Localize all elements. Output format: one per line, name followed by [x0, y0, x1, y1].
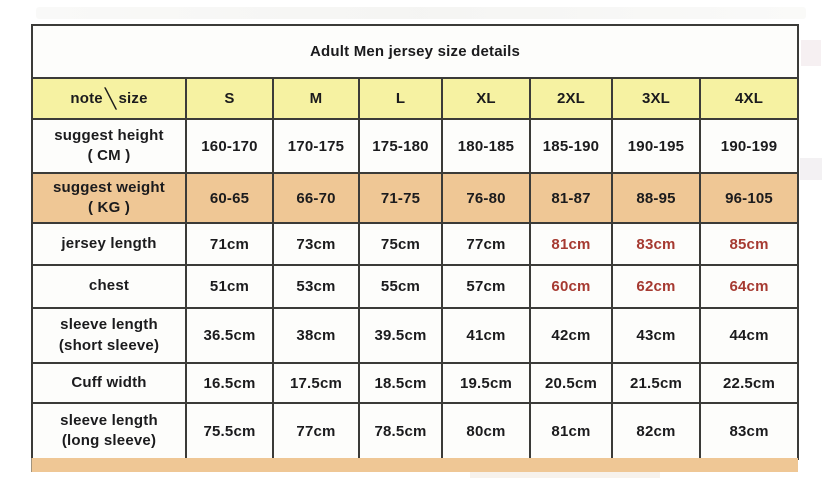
row-label: Cuff width	[31, 362, 187, 404]
row-label: suggest weight ( KG )	[31, 172, 187, 224]
value-cell: 81cm	[529, 402, 613, 460]
value-cell: 44cm	[698, 307, 800, 364]
value-cell: 21.5cm	[611, 362, 701, 404]
value-cell: 175-180	[358, 118, 443, 174]
value-cell: 19.5cm	[441, 362, 531, 404]
value-cell: 80cm	[441, 402, 531, 460]
value-cell: 82cm	[611, 402, 701, 460]
value-cell: 81-87	[529, 172, 613, 224]
value-cell: 77cm	[441, 222, 531, 266]
size-header-row: note ╲ size S M L XL 2XL 3XL 4XL	[31, 77, 800, 120]
value-cell: 66-70	[272, 172, 360, 224]
diagonal-divider: ╲	[104, 89, 117, 110]
row-label: sleeve length (short sleeve)	[31, 307, 187, 364]
table-row: Cuff width 16.5cm 17.5cm 18.5cm 19.5cm 20.5cm…	[31, 362, 800, 404]
value-cell: 43cm	[611, 307, 701, 364]
value-cell: 39.5cm	[358, 307, 443, 364]
row-label-line: sleeve length	[60, 316, 158, 334]
right-compression-artifact	[801, 40, 821, 66]
value-cell: 83cm	[611, 222, 701, 266]
value-cell: 78.5cm	[358, 402, 443, 460]
value-cell: 75.5cm	[185, 402, 274, 460]
value-cell: 16.5cm	[185, 362, 274, 404]
top-compression-artifact	[36, 7, 806, 19]
value-cell: 81cm	[529, 222, 613, 266]
value-cell: 60cm	[529, 264, 613, 309]
row-label: chest	[31, 264, 187, 309]
column-header-l: L	[358, 77, 443, 120]
table-row: jersey length 71cm 73cm 75cm 77cm 81cm 83cm 85c…	[31, 222, 800, 266]
row-label-line: Cuff width	[71, 373, 147, 391]
value-cell: 76-80	[441, 172, 531, 224]
row-label-line: jersey length	[61, 234, 157, 252]
column-header-s: S	[185, 77, 274, 120]
title-row: Adult Men jersey size details	[30, 24, 800, 79]
value-cell: 180-185	[441, 118, 531, 174]
corner-size-label: size	[118, 90, 148, 107]
row-label: sleeve length (long sleeve)	[31, 402, 187, 460]
value-cell: 38cm	[272, 307, 360, 364]
value-cell: 190-195	[611, 118, 701, 174]
value-cell: 42cm	[529, 307, 613, 364]
row-label-line: suggest weight	[53, 178, 165, 196]
value-cell: 75cm	[358, 222, 443, 266]
value-cell: 18.5cm	[358, 362, 443, 404]
row-label-line: (long sleeve)	[61, 432, 157, 449]
row-label: jersey length	[31, 222, 187, 266]
table-row: suggest height ( CM ) 160-170 170-175 175-18…	[31, 118, 800, 174]
cropped-next-row-strip	[31, 458, 798, 472]
value-cell: 22.5cm	[698, 362, 800, 404]
row-label: suggest height ( CM )	[31, 118, 187, 174]
value-cell: 57cm	[441, 264, 531, 309]
value-cell: 41cm	[441, 307, 531, 364]
row-label-line: (short sleeve)	[58, 336, 160, 354]
size-chart-table: Adult Men jersey size details note ╲ siz…	[30, 24, 800, 460]
column-header-xl: XL	[441, 77, 531, 120]
column-header-m: M	[272, 77, 360, 120]
value-cell: 73cm	[272, 222, 360, 266]
value-cell: 160-170	[185, 118, 274, 174]
table-row: sleeve length (short sleeve) 36.5cm 38cm 39.…	[31, 307, 800, 364]
right-compression-artifact	[800, 158, 822, 180]
row-label-line: sleeve length	[60, 411, 158, 429]
value-cell: 190-199	[698, 118, 800, 174]
value-cell: 96-105	[698, 172, 800, 224]
value-cell: 17.5cm	[272, 362, 360, 404]
value-cell: 55cm	[358, 264, 443, 309]
value-cell: 62cm	[611, 264, 701, 309]
value-cell: 60-65	[185, 172, 274, 224]
corner-note-label: note	[70, 90, 103, 107]
value-cell: 170-175	[272, 118, 360, 174]
value-cell: 51cm	[185, 264, 274, 309]
value-cell: 64cm	[698, 264, 800, 309]
column-header-2xl: 2XL	[529, 77, 613, 120]
row-label-line: chest	[88, 277, 130, 295]
table-row: suggest weight ( KG ) 60-65 66-70 71-75 76-80…	[31, 172, 800, 224]
value-cell: 88-95	[611, 172, 701, 224]
value-cell: 83cm	[698, 402, 800, 460]
size-table-body: suggest height ( CM ) 160-170 170-175 175-18…	[31, 118, 800, 460]
table-title: Adult Men jersey size details	[30, 24, 800, 79]
value-cell: 185-190	[529, 118, 613, 174]
column-header-4xl: 4XL	[698, 77, 800, 120]
value-cell: 71cm	[185, 222, 274, 266]
value-cell: 53cm	[272, 264, 360, 309]
row-label-line: suggest height	[54, 126, 164, 144]
value-cell: 36.5cm	[185, 307, 274, 364]
value-cell: 20.5cm	[529, 362, 613, 404]
value-cell: 77cm	[272, 402, 360, 460]
value-cell: 85cm	[698, 222, 800, 266]
value-cell: 71-75	[358, 172, 443, 224]
table-row: sleeve length (long sleeve) 75.5cm 77cm 78.5…	[31, 402, 800, 460]
row-label-line: ( CM )	[87, 147, 131, 164]
row-label-line: ( KG )	[87, 199, 131, 216]
corner-cell: note ╲ size	[31, 77, 187, 120]
column-header-3xl: 3XL	[611, 77, 701, 120]
table-row: chest 51cm 53cm 55cm 57cm 60cm 62cm 64cm	[31, 264, 800, 309]
